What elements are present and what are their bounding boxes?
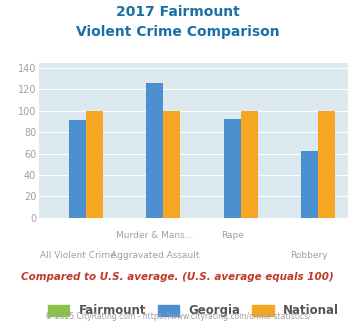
Bar (301, 151, 318, 218)
Text: © 2025 CityRating.com - https://www.cityrating.com/crime-statistics/: © 2025 CityRating.com - https://www.city… (45, 312, 310, 321)
Bar (241, 111, 258, 218)
Text: Murder & Mans...: Murder & Mans... (116, 231, 193, 240)
Text: Compared to U.S. average. (U.S. average equals 100): Compared to U.S. average. (U.S. average … (21, 272, 334, 282)
Legend: Fairmount, Georgia, National: Fairmount, Georgia, National (48, 304, 339, 317)
Bar (163, 111, 180, 218)
Bar (146, 83, 163, 218)
Text: Rape: Rape (221, 231, 244, 240)
Text: Robbery: Robbery (290, 251, 328, 260)
Text: Violent Crime Comparison: Violent Crime Comparison (76, 25, 279, 39)
Text: All Violent Crime: All Violent Crime (40, 251, 115, 260)
Bar (318, 111, 335, 218)
Bar (86, 111, 103, 218)
Bar (224, 119, 241, 218)
Text: Aggravated Assault: Aggravated Assault (111, 251, 199, 260)
Text: 2017 Fairmount: 2017 Fairmount (116, 5, 239, 19)
Bar (69, 120, 86, 218)
